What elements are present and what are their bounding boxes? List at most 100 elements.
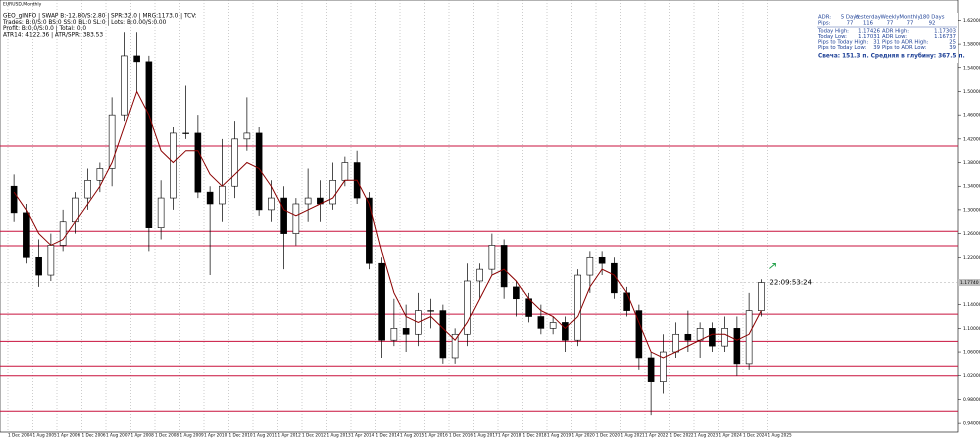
candle-body <box>586 256 594 276</box>
candle-body <box>47 245 55 276</box>
y-tick-label: 0.98000 <box>963 397 980 403</box>
candle-body <box>721 328 728 347</box>
header-line: Trades: B:0/S:0 BS:0 SS:0 BL:0 SL:0 | Lo… <box>2 20 167 26</box>
y-tick-label: 0.94000 <box>963 421 980 427</box>
candle-body <box>231 138 238 187</box>
candle-body <box>562 322 569 341</box>
y-tick-label: 1.30000 <box>963 207 980 213</box>
candle-body <box>341 162 349 181</box>
candle-body <box>255 132 263 211</box>
candle-body <box>390 328 398 341</box>
panel-cell: 25 <box>949 40 956 46</box>
candle-body <box>23 212 30 258</box>
y-tick-label: 1.26000 <box>963 231 980 237</box>
candle-body <box>660 351 667 382</box>
panel-header: Monthly <box>899 15 920 21</box>
y-tick-label: 1.22000 <box>963 255 980 261</box>
x-tick-label: 1 Apr 2008 <box>131 433 155 438</box>
x-tick-label: 1 Aug 2011 <box>253 433 277 438</box>
x-tick-label: 1 Apr 2014 <box>351 433 375 438</box>
candle-body <box>537 316 545 329</box>
candle-body <box>745 310 753 365</box>
header-line: GEO_gINFO | SWAP B:-12.80/S:2.80 | SPR:3… <box>3 14 197 20</box>
panel-pips: 77 <box>907 21 914 27</box>
candle-body <box>500 245 508 288</box>
panel-header: Weekly <box>880 15 899 21</box>
y-tick-label: 1.10000 <box>963 326 980 332</box>
y-tick-label: 1.38000 <box>963 160 980 166</box>
y-tick-label: 1.14000 <box>963 302 980 308</box>
candle-body <box>709 328 716 347</box>
x-tick-label: 1 Dec 2022 <box>670 433 694 438</box>
candle-body <box>170 132 177 199</box>
candle-body <box>451 333 459 359</box>
x-tick-label: 1 Aug 2013 <box>327 433 351 438</box>
x-tick-label: 1 Apr 2012 <box>278 433 302 438</box>
panel-pips: 77 <box>847 21 854 27</box>
plot-frame <box>0 0 959 433</box>
candle-body <box>598 256 606 264</box>
candle-body <box>366 197 373 264</box>
x-tick-label: 1 Dec 2008 <box>155 433 179 438</box>
candle-body <box>10 185 18 214</box>
candle-body <box>696 328 704 341</box>
candle-body <box>182 132 189 134</box>
panel-cell: 1.16737 <box>934 34 956 40</box>
candle-body <box>758 282 765 311</box>
x-tick-label: 1 Dec 2016 <box>449 433 473 438</box>
panel-cell: Today High: <box>817 29 849 35</box>
candle-body <box>280 197 287 234</box>
panel-cell: Pips to Today Low: <box>818 45 866 51</box>
y-tick-label: 1.42000 <box>963 136 980 142</box>
x-tick-label: 1 Apr 2018 <box>498 433 522 438</box>
panel-header: 180 Days <box>919 15 944 21</box>
candle-body <box>121 55 128 116</box>
x-tick-label: 1 Dec 2006 <box>82 433 106 438</box>
panel-pips: Pips: <box>818 21 831 27</box>
current-price-box <box>958 279 980 287</box>
panel-pips: 92 <box>929 21 936 27</box>
x-tick-label: 1 Apr 2010 <box>204 433 228 438</box>
candle-body <box>488 245 496 270</box>
candle-body <box>611 262 618 294</box>
candle-body <box>672 333 679 353</box>
panel-header: ADR: <box>818 15 831 21</box>
candle-body <box>623 292 630 311</box>
panel-header: 5 Days <box>841 15 860 21</box>
x-tick-label: 1 Dec 2018 <box>523 433 547 438</box>
x-tick-label: 1 Dec 2020 <box>596 433 620 438</box>
panel-cell: 1.17303 <box>934 29 956 35</box>
x-tick-label: 1 Aug 2019 <box>547 433 571 438</box>
candle-body <box>35 256 42 276</box>
candle-body <box>268 197 275 211</box>
panel-cell: 1.17031 <box>858 34 880 40</box>
panel-cell: Pips to Today High: <box>818 40 869 46</box>
panel-cell: 39 <box>873 45 880 51</box>
x-tick-label: 1 Aug 2005 <box>33 433 57 438</box>
header-line: Profit: B:0.0/S:0.0 | Total: 0.0 <box>3 26 86 32</box>
panel-cell: Pips to ADR Low: <box>882 45 927 51</box>
candle-body <box>206 191 214 205</box>
x-tick-label: 1 Dec 2024 <box>743 433 767 438</box>
x-tick-label: 1 Aug 2023 <box>694 433 718 438</box>
candle-body <box>684 333 692 341</box>
candle-body <box>647 357 655 382</box>
panel-cell: Today Low: <box>817 34 847 40</box>
y-tick-label: 1.50000 <box>963 89 980 95</box>
x-tick-label: 1 Dec 2014 <box>376 433 400 438</box>
y-tick-label: 1.54000 <box>963 65 980 71</box>
panel-cell: 1.17426 <box>858 29 881 35</box>
y-tick-label: 1.46000 <box>963 113 980 119</box>
candle-body <box>549 322 557 329</box>
candle-body <box>733 328 741 365</box>
candle-body <box>194 132 202 193</box>
y-tick-label: 1.62000 <box>963 18 980 24</box>
info-panel <box>816 13 958 63</box>
candle-body <box>243 132 251 140</box>
x-tick-label: 1 Apr 2022 <box>645 433 669 438</box>
header-line: EURUSD,Monthly <box>3 2 42 8</box>
candle-body <box>427 310 434 312</box>
x-tick-label: 1 Aug 2017 <box>474 433 498 438</box>
panel-pips: 116 <box>863 21 874 27</box>
candle-body <box>574 274 581 341</box>
